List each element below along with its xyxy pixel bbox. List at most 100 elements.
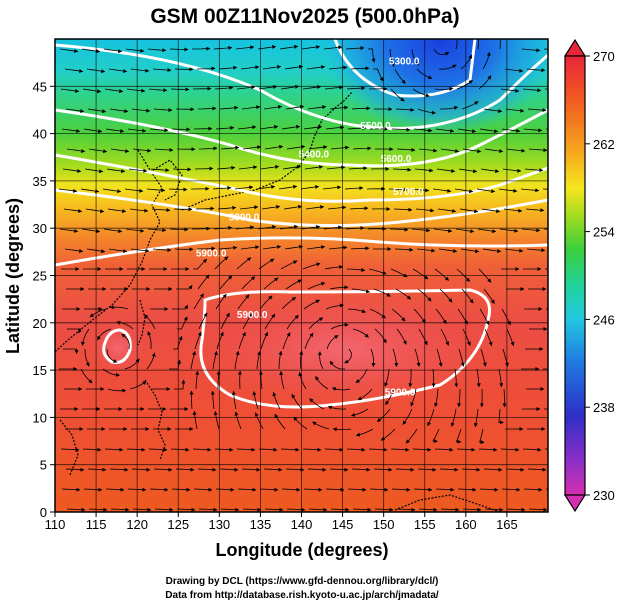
streamline bbox=[274, 413, 286, 430]
streamline bbox=[346, 86, 366, 91]
streamline bbox=[476, 188, 496, 194]
streamline bbox=[434, 447, 454, 452]
streamline bbox=[411, 48, 419, 66]
streamline bbox=[146, 352, 156, 370]
streamline bbox=[198, 312, 208, 330]
streamline bbox=[301, 45, 321, 50]
streamline bbox=[172, 304, 189, 310]
streamline bbox=[148, 88, 168, 93]
contour-5400 bbox=[55, 43, 548, 130]
streamline bbox=[348, 166, 368, 171]
streamline bbox=[263, 467, 283, 472]
streamline bbox=[396, 507, 416, 512]
streamline bbox=[284, 244, 304, 250]
streamline bbox=[302, 447, 322, 452]
streamline bbox=[479, 128, 499, 134]
streamline bbox=[259, 124, 279, 130]
streamline bbox=[258, 447, 278, 452]
contour-5900-vortex bbox=[102, 328, 132, 364]
streamline bbox=[325, 125, 345, 130]
streamline bbox=[438, 64, 457, 70]
contour-label: 5300.0 bbox=[389, 57, 420, 68]
streamline bbox=[82, 447, 102, 452]
streamline bbox=[412, 88, 430, 98]
streamline bbox=[484, 328, 493, 347]
streamline bbox=[147, 331, 152, 350]
contour-5800 bbox=[55, 236, 548, 267]
streamline bbox=[391, 487, 411, 492]
colorbar-tick-label: 246 bbox=[593, 312, 615, 327]
streamline bbox=[331, 387, 351, 391]
streamline bbox=[367, 48, 376, 63]
streamline bbox=[216, 370, 221, 389]
streamline bbox=[153, 467, 173, 472]
streamline bbox=[330, 145, 350, 150]
streamline bbox=[235, 45, 255, 50]
streamline bbox=[527, 108, 547, 113]
streamline bbox=[305, 205, 325, 210]
philippines-coast bbox=[144, 379, 166, 461]
streamline bbox=[435, 487, 455, 492]
streamline bbox=[345, 46, 365, 51]
streamline bbox=[262, 244, 282, 250]
streamline bbox=[369, 308, 386, 319]
streamline bbox=[391, 127, 411, 132]
streamline bbox=[352, 328, 369, 338]
streamline bbox=[173, 335, 183, 350]
streamline bbox=[110, 507, 130, 512]
streamline bbox=[542, 188, 548, 190]
streamline bbox=[104, 447, 124, 452]
streamline bbox=[412, 268, 429, 280]
streamline bbox=[105, 128, 125, 133]
streamline bbox=[315, 376, 329, 390]
streamline bbox=[258, 84, 278, 90]
streamline bbox=[326, 165, 346, 170]
streamline bbox=[262, 64, 282, 70]
y-tick-label: 10 bbox=[33, 410, 47, 425]
streamline bbox=[431, 368, 436, 388]
streamline bbox=[176, 284, 193, 290]
streamline bbox=[388, 187, 408, 192]
streamline bbox=[370, 348, 376, 367]
streamline bbox=[300, 185, 320, 190]
streamline bbox=[87, 467, 107, 472]
streamline bbox=[131, 467, 151, 472]
streamline bbox=[212, 351, 218, 370]
streamline bbox=[103, 228, 123, 234]
streamline bbox=[457, 388, 462, 408]
streamline bbox=[504, 68, 524, 73]
x-axis-ticks: 110 115 120 125 130 135 140 145 150 155 160 165 bbox=[45, 512, 518, 532]
streamline bbox=[97, 328, 112, 341]
contour-5700 bbox=[55, 188, 548, 228]
streamline bbox=[499, 228, 519, 233]
streamline bbox=[505, 108, 525, 113]
streamline bbox=[193, 293, 204, 310]
streamline bbox=[457, 128, 477, 134]
streamline bbox=[237, 487, 257, 492]
streamline bbox=[308, 145, 328, 150]
contour-label: 5900.0 bbox=[385, 388, 416, 399]
streamline bbox=[264, 144, 284, 150]
streamline bbox=[439, 467, 459, 472]
streamline bbox=[389, 227, 409, 232]
streamline bbox=[149, 487, 169, 492]
streamline bbox=[236, 257, 252, 270]
streamline bbox=[483, 108, 503, 113]
streamline bbox=[323, 45, 343, 50]
streamline bbox=[84, 168, 104, 174]
hokkaido-coast bbox=[321, 91, 353, 121]
streamline bbox=[252, 391, 259, 410]
streamline bbox=[458, 168, 478, 174]
streamline bbox=[405, 428, 418, 444]
streamline bbox=[108, 248, 128, 253]
streamline bbox=[324, 265, 344, 270]
streamline bbox=[234, 350, 240, 370]
streamline bbox=[170, 87, 190, 92]
streamline bbox=[279, 370, 285, 390]
x-tick-label: 140 bbox=[291, 517, 313, 532]
streamline bbox=[264, 507, 284, 512]
streamline bbox=[528, 148, 548, 153]
streamline bbox=[355, 368, 368, 384]
streamline bbox=[506, 328, 515, 347]
x-tick-label: 110 bbox=[45, 517, 66, 532]
